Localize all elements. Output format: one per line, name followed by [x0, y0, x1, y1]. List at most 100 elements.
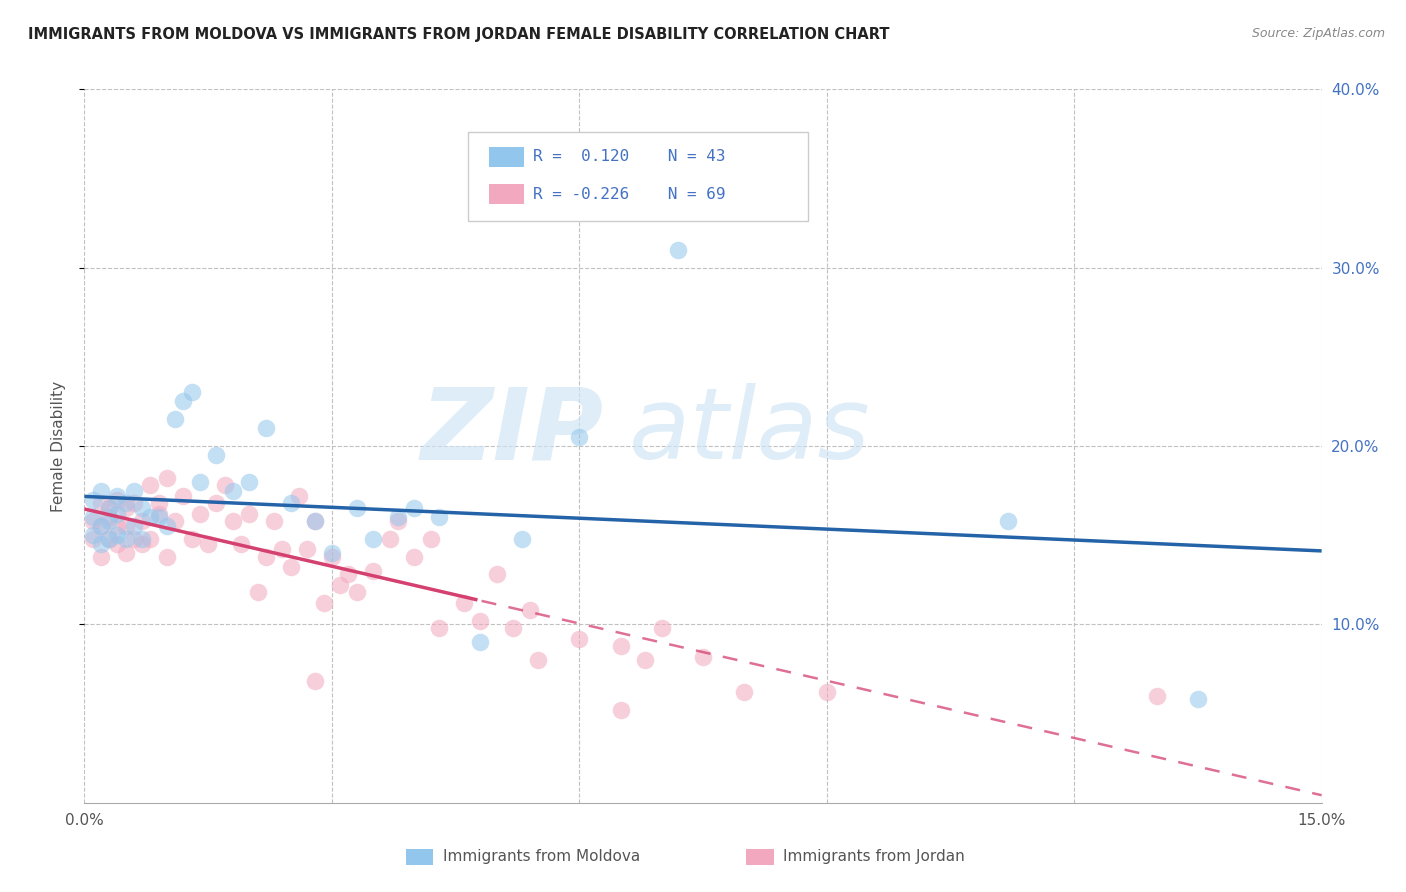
Point — [90, 496, 112, 510]
Point — [263, 514, 285, 528]
Point — [122, 496, 145, 510]
FancyBboxPatch shape — [468, 132, 808, 221]
Bar — [489, 147, 523, 167]
Point — [666, 243, 689, 257]
Point — [165, 412, 187, 426]
Text: IMMIGRANTS FROM MOLDOVA VS IMMIGRANTS FROM JORDAN FEMALE DISABILITY CORRELATION : IMMIGRANTS FROM MOLDOVA VS IMMIGRANTS FR… — [28, 27, 890, 42]
Point — [82, 528, 104, 542]
Bar — [489, 184, 523, 204]
Point — [98, 501, 121, 516]
Point — [98, 532, 121, 546]
Point — [188, 507, 211, 521]
Point — [634, 653, 657, 667]
Point — [254, 421, 277, 435]
Point — [105, 489, 128, 503]
Point — [280, 496, 302, 510]
Point — [156, 471, 179, 485]
Point — [90, 519, 112, 533]
Point — [427, 510, 450, 524]
Point — [214, 478, 236, 492]
Point — [387, 514, 409, 528]
Point — [105, 528, 128, 542]
Point — [222, 483, 245, 498]
Point — [346, 585, 368, 599]
Point — [156, 549, 179, 564]
Point — [172, 394, 194, 409]
Point — [404, 501, 426, 516]
Point — [470, 614, 492, 628]
Point — [122, 483, 145, 498]
Point — [90, 519, 112, 533]
Point — [139, 478, 162, 492]
Point — [82, 514, 104, 528]
Point — [609, 703, 631, 717]
Point — [321, 549, 343, 564]
Point — [139, 532, 162, 546]
Point — [337, 567, 360, 582]
Point — [510, 532, 533, 546]
Text: atlas: atlas — [628, 384, 870, 480]
Point — [82, 532, 104, 546]
Point — [82, 510, 104, 524]
Point — [139, 510, 162, 524]
Point — [205, 496, 228, 510]
Point — [361, 532, 384, 546]
Point — [470, 635, 492, 649]
Point — [997, 514, 1019, 528]
Point — [453, 596, 475, 610]
Point — [238, 475, 260, 489]
Point — [280, 560, 302, 574]
Point — [288, 489, 311, 503]
Text: Source: ZipAtlas.com: Source: ZipAtlas.com — [1251, 27, 1385, 40]
Point — [148, 507, 170, 521]
Text: R =  0.120    N = 43: R = 0.120 N = 43 — [533, 150, 725, 164]
Point — [90, 483, 112, 498]
Point — [114, 496, 136, 510]
Text: ZIP: ZIP — [420, 384, 605, 480]
Point — [105, 519, 128, 533]
Point — [90, 549, 112, 564]
Point — [205, 448, 228, 462]
Point — [568, 632, 591, 646]
Point — [114, 501, 136, 516]
Point — [312, 596, 335, 610]
Bar — [747, 849, 773, 865]
Point — [427, 621, 450, 635]
Point — [304, 514, 326, 528]
Point — [131, 532, 153, 546]
Point — [527, 653, 550, 667]
Text: Immigrants from Jordan: Immigrants from Jordan — [783, 849, 965, 863]
Point — [246, 585, 269, 599]
Point — [114, 546, 136, 560]
Point — [131, 501, 153, 516]
Point — [105, 492, 128, 507]
Point — [651, 621, 673, 635]
Point — [304, 514, 326, 528]
Point — [165, 514, 187, 528]
Point — [271, 542, 294, 557]
Point — [254, 549, 277, 564]
Point — [122, 532, 145, 546]
Point — [1187, 692, 1209, 706]
Point — [148, 510, 170, 524]
Point — [387, 510, 409, 524]
Point — [156, 519, 179, 533]
Point — [329, 578, 352, 592]
Point — [404, 549, 426, 564]
Point — [105, 537, 128, 551]
Point — [346, 501, 368, 516]
Point — [90, 537, 112, 551]
Point — [378, 532, 401, 546]
Point — [131, 537, 153, 551]
Point — [1146, 689, 1168, 703]
Point — [419, 532, 441, 546]
Point — [131, 514, 153, 528]
Point — [222, 514, 245, 528]
Point — [98, 514, 121, 528]
Point — [238, 507, 260, 521]
Text: Immigrants from Moldova: Immigrants from Moldova — [443, 849, 640, 863]
Point — [733, 685, 755, 699]
Point — [361, 564, 384, 578]
Point — [98, 501, 121, 516]
Point — [180, 532, 202, 546]
